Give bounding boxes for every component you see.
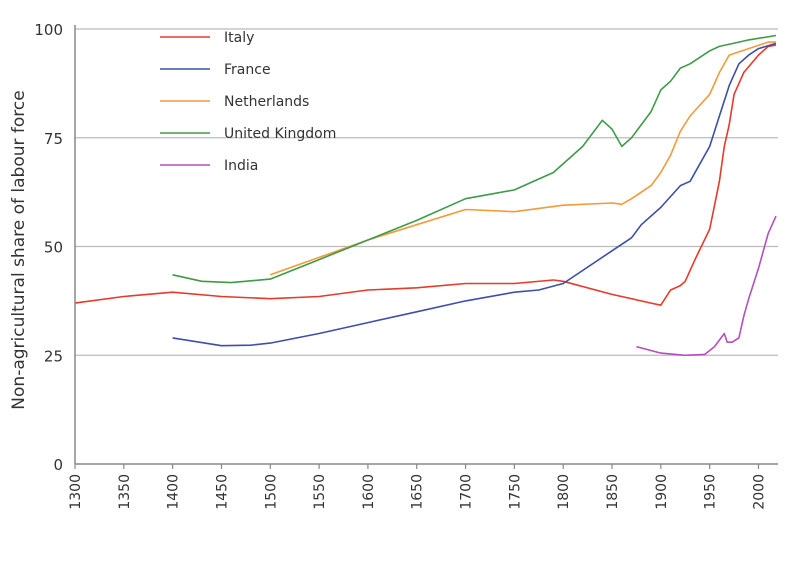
x-tick-label: 1700 [459,474,475,510]
x-tick-label: 1300 [68,474,84,510]
x-tick-label: 1350 [117,474,133,510]
y-tick-label: 75 [44,130,63,148]
series-line-france [172,42,777,347]
x-tick-label: 1550 [312,474,328,510]
x-tick-label: 2000 [751,474,767,510]
legend-label: India [224,158,258,174]
x-tick-label: 1600 [361,474,377,510]
y-axis-label: Non-agricultural share of labour force [9,90,29,409]
x-tick-label: 1900 [654,474,670,510]
x-tick-label: 1950 [703,474,719,510]
x-tick-label: 1450 [214,474,230,510]
legend-label: Italy [224,30,254,46]
x-tick-label: 1400 [166,474,182,510]
y-tick-label: 50 [44,239,63,257]
x-tick-label: 1800 [556,474,572,510]
series-line-india [636,215,777,357]
series-line-netherlands [270,41,776,276]
x-tick-label: 1750 [507,474,523,510]
y-tick-label: 100 [34,21,63,39]
x-tick-label: 1500 [263,474,279,510]
legend-label: France [224,62,271,78]
y-tick-label: 25 [44,347,63,365]
x-tick-label: 1650 [410,474,426,510]
legend-label: Netherlands [224,94,309,110]
series-line-italy [74,44,777,307]
x-tick-label: 1850 [605,474,621,510]
y-tick-label: 0 [53,456,63,474]
series-line-united-kingdom [172,34,777,284]
legend-label: United Kingdom [224,126,336,142]
